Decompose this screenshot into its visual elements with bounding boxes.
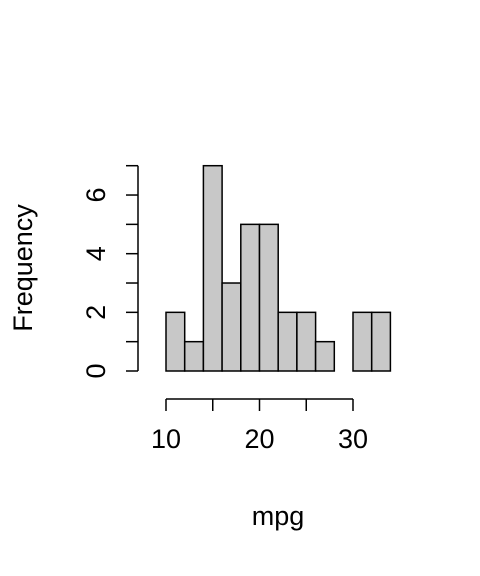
bar — [258, 223, 279, 372]
x-axis-label: mpg — [252, 501, 305, 531]
x-tick-label: 10 — [151, 424, 181, 454]
bar — [202, 164, 223, 372]
bar — [370, 311, 392, 372]
y-tick-label: 6 — [81, 188, 111, 203]
bar — [296, 311, 317, 372]
y-tick-label: 4 — [81, 246, 111, 261]
bar — [221, 282, 242, 372]
y-axis-label: Frequency — [8, 204, 38, 332]
y-tick-label: 0 — [81, 363, 111, 378]
bar — [352, 311, 373, 372]
bar — [314, 340, 336, 372]
y-tick-label: 2 — [81, 305, 111, 320]
bar — [165, 311, 186, 372]
x-tick-label: 30 — [338, 424, 368, 454]
x-tick-label: 20 — [244, 424, 274, 454]
bar — [183, 340, 205, 372]
bar — [240, 223, 261, 372]
bar — [277, 311, 298, 372]
